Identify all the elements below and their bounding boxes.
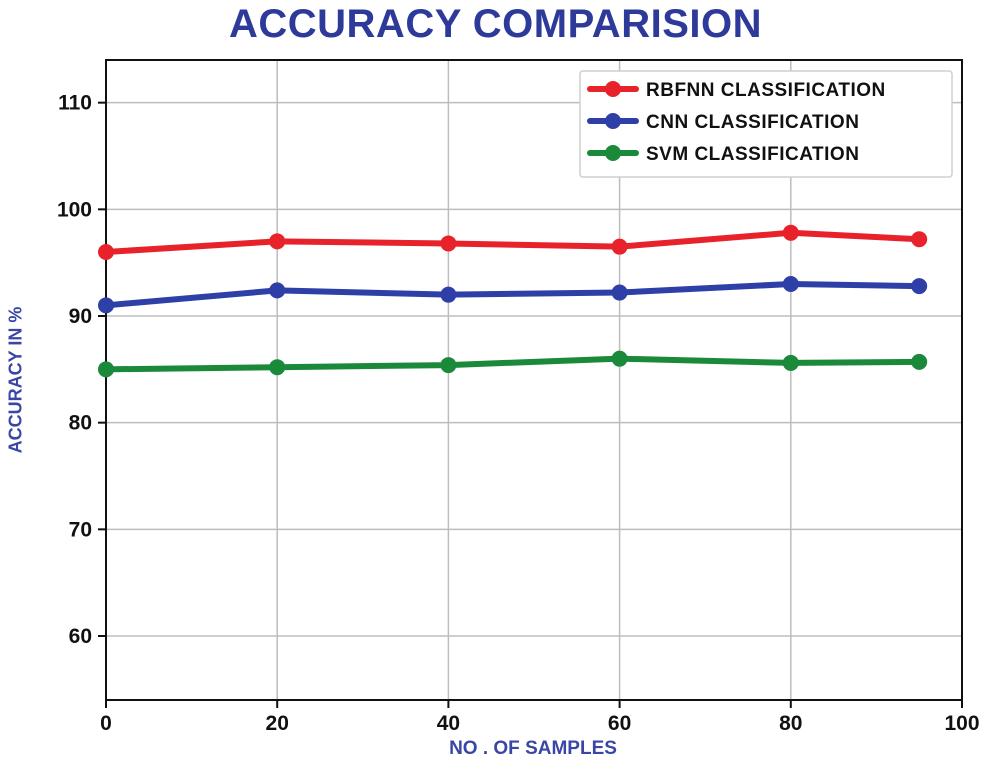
data-point [269,233,286,250]
y-tick-label: 80 [69,412,92,435]
legend: RBFNN CLASSIFICATION CNN CLASSIFICATION SV… [579,70,953,178]
legend-label: CNN CLASSIFICATION [646,112,859,133]
series-layer [98,224,928,378]
data-point [782,354,799,371]
data-point [98,244,114,260]
legend-swatch-marker [605,81,621,97]
series-line [103,229,923,255]
series-line [103,281,923,309]
data-point [782,276,799,292]
data-point [269,282,286,299]
data-point [611,238,628,255]
legend-box [579,70,953,178]
data-point [440,357,457,374]
data-point [98,361,114,378]
data-point [611,284,628,301]
legend-label: SVM CLASSIFICATION [646,144,859,165]
data-point [269,359,286,376]
y-tick-label: 90 [69,305,92,328]
axis-layer: 0 20 40 60 80 100 60 70 80 90 100 110 [57,92,980,735]
data-point [440,235,457,252]
x-tick-label: 40 [437,712,460,735]
data-point [440,286,457,303]
x-tick-label: 60 [608,712,631,735]
y-tick-label: 100 [57,198,92,221]
plot-frame [105,59,963,701]
data-point [98,297,114,314]
y-tick-label: 110 [58,92,92,115]
legend-swatch-marker [605,145,621,161]
legend-swatch-marker [605,113,621,129]
data-point [911,278,928,295]
series-line [103,355,923,373]
y-tick-label: 70 [69,518,92,541]
data-point [911,353,928,370]
y-tick-label: 60 [69,625,92,648]
x-tick-label: 20 [266,712,289,735]
data-point [782,224,799,241]
data-point [911,231,928,248]
x-tick-label: 100 [944,712,979,735]
x-tick-label: 80 [779,712,802,735]
x-tick-label: 0 [100,712,112,735]
legend-label: RBFNN CLASSIFICATION [646,80,886,101]
x-axis-label: NO . OF SAMPLES [449,738,617,759]
data-point [611,350,628,367]
chart-title: ACCURACY COMPARISION [229,2,762,46]
